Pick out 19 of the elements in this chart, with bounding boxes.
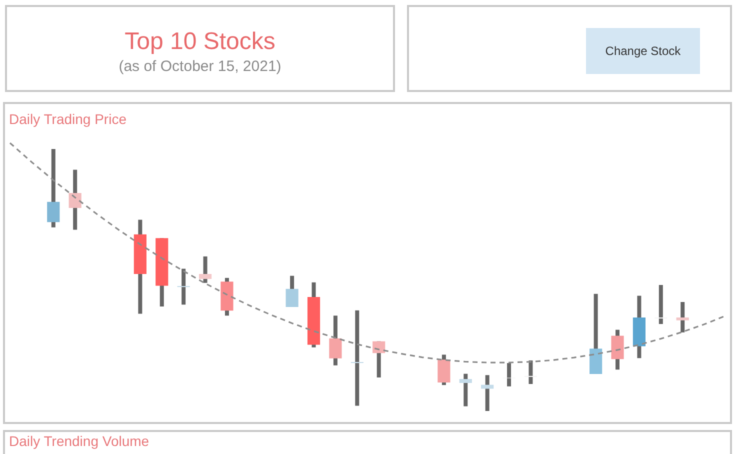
candlestick (459, 374, 472, 406)
text: (as of October 15, 2021) (118, 58, 282, 76)
candlestick (676, 302, 689, 332)
button[interactable]: Change Stock (586, 28, 700, 74)
chart-title: Daily Trading Price (9, 111, 126, 128)
candlestick (654, 284, 668, 324)
text: Top 10 Stocks (124, 27, 276, 57)
candlestick (68, 170, 82, 230)
candlestick (524, 360, 538, 384)
candlestick (329, 316, 342, 366)
candlestick (611, 330, 624, 370)
candlestick (286, 276, 298, 307)
candlestick (47, 149, 60, 228)
candlestick (177, 268, 190, 305)
candlestick (502, 363, 516, 386)
candlestick (198, 256, 212, 283)
candlestick (438, 354, 450, 386)
candlestick (350, 310, 364, 406)
text: Daily Trending Volume (9, 433, 150, 450)
